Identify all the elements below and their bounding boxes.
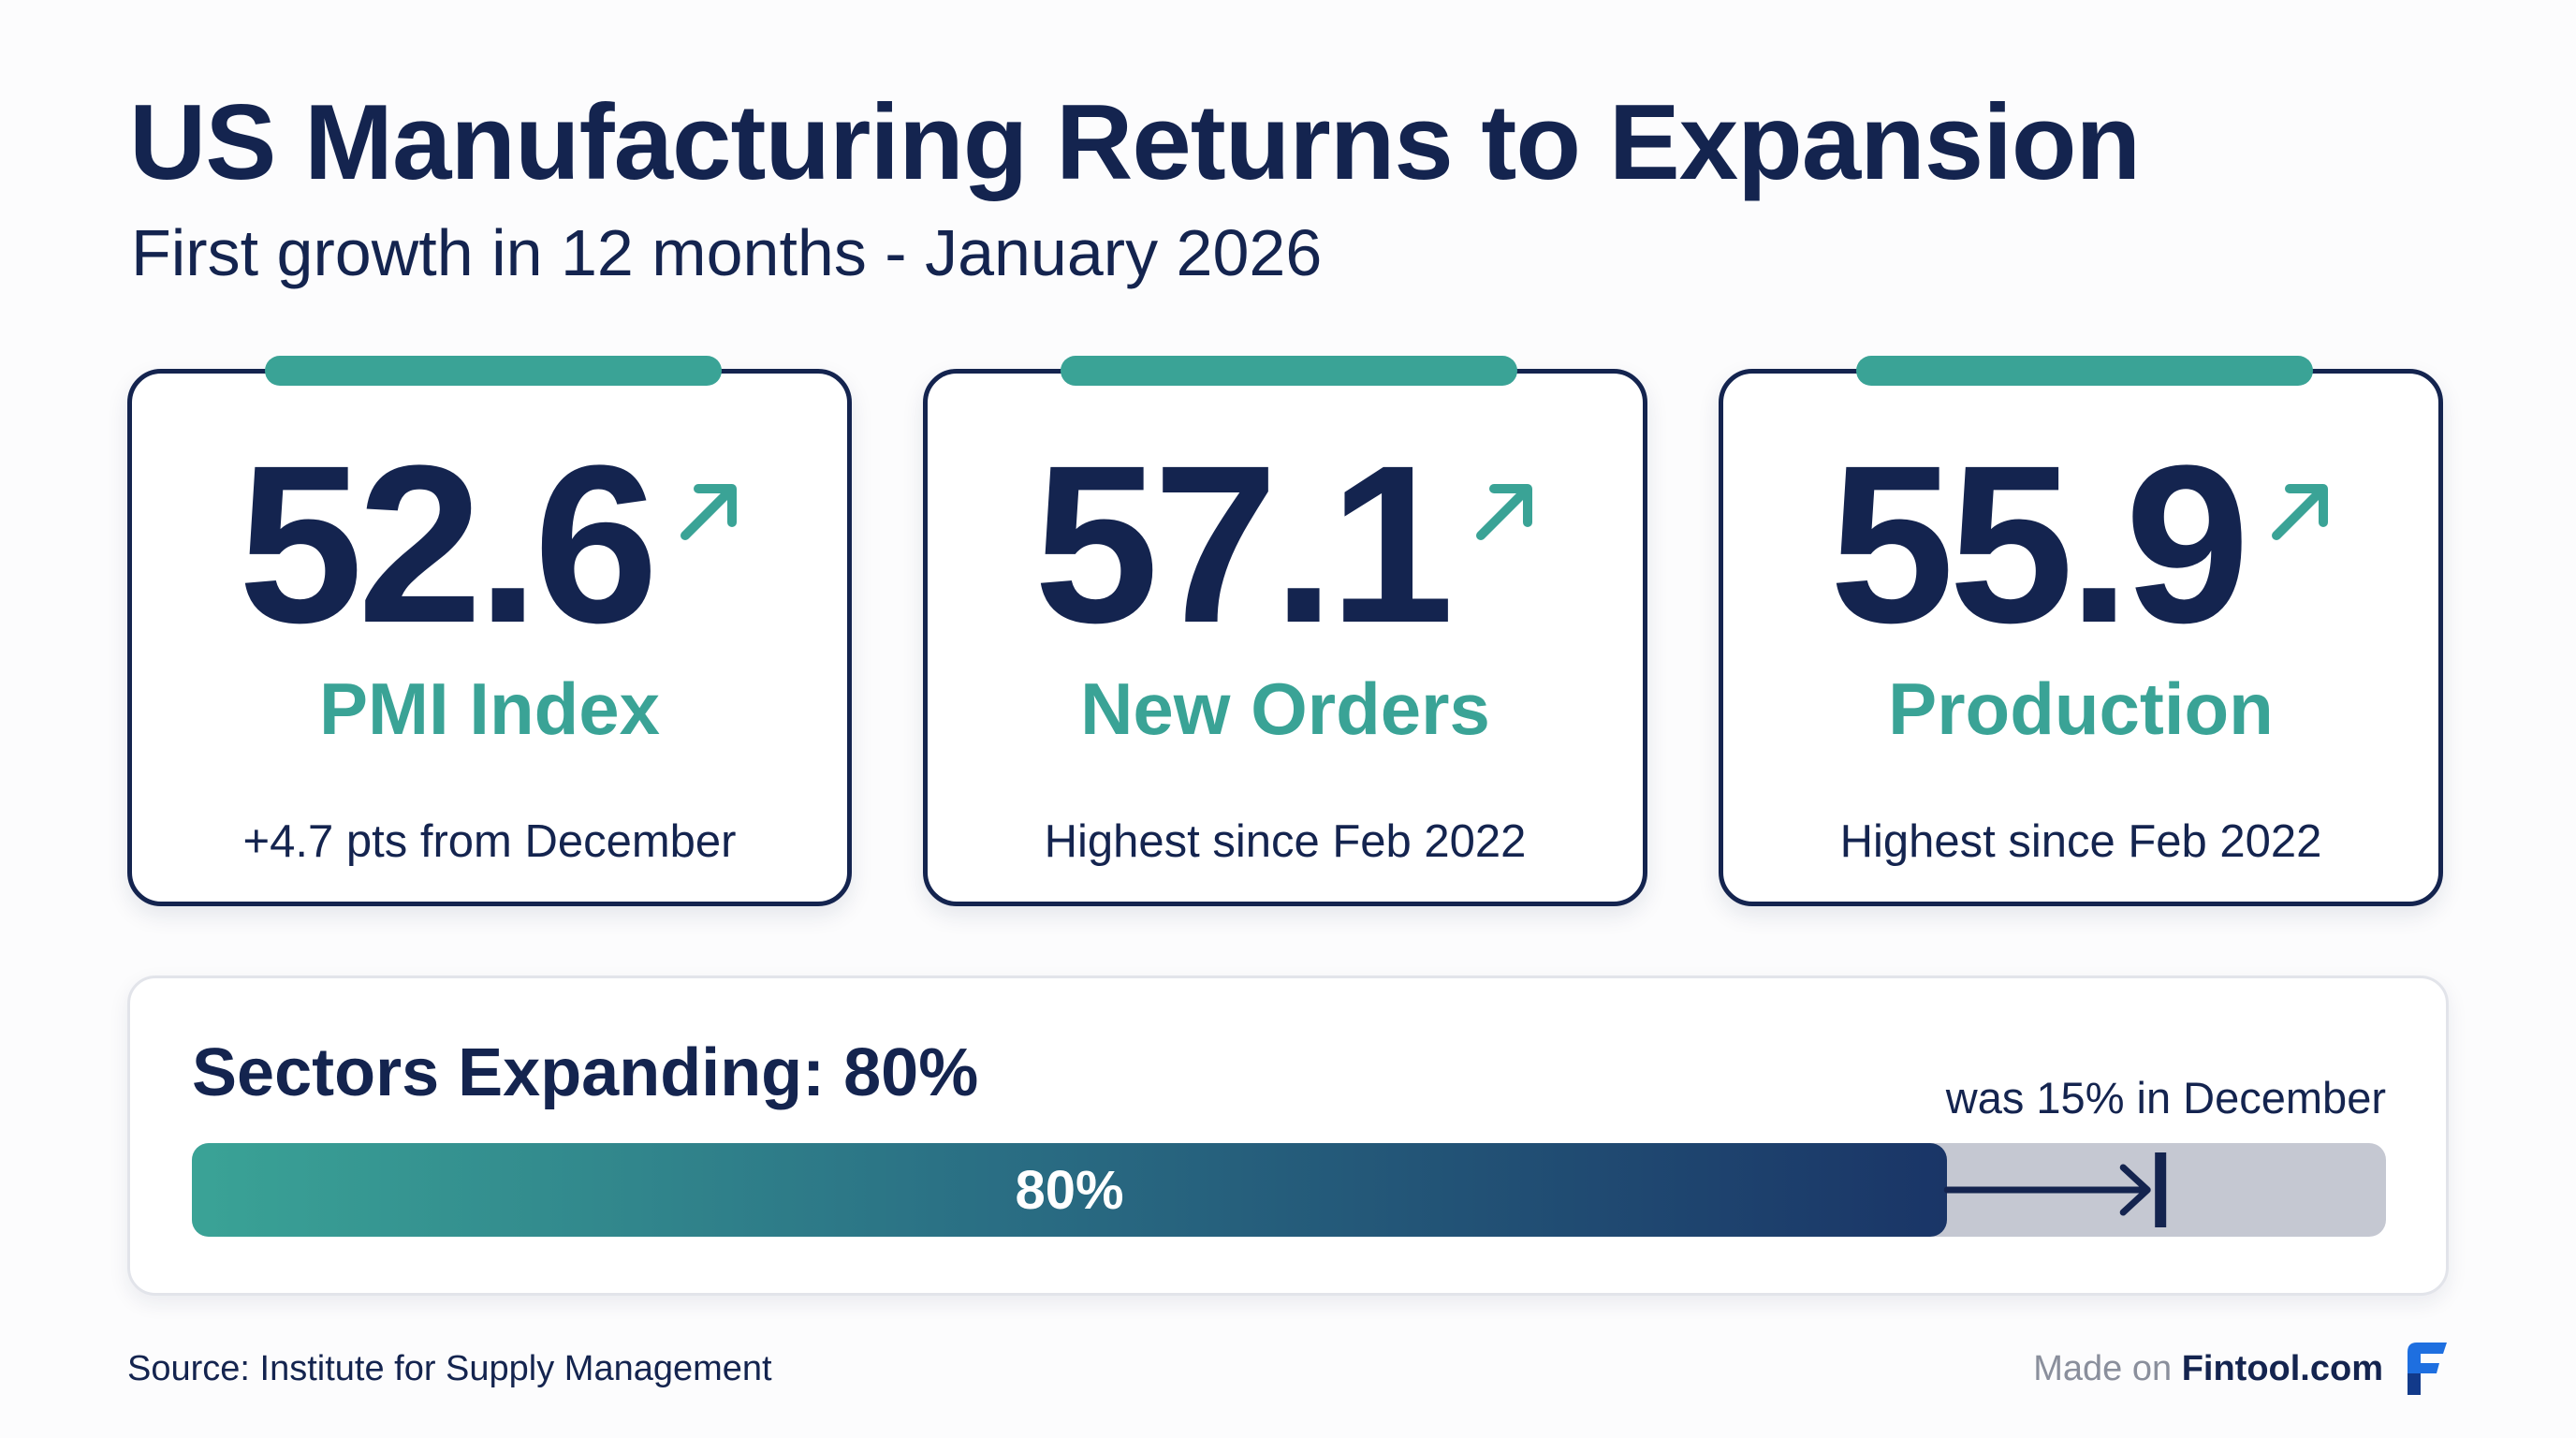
metric-value: 55.9 <box>1829 418 2249 669</box>
progress-arrow-icon <box>1943 1152 2167 1227</box>
arrow-up-right-icon <box>680 484 737 540</box>
metric-value-row: 57.1 <box>928 432 1643 656</box>
metric-note: Highest since Feb 2022 <box>1044 816 1527 867</box>
metric-value-row: 52.6 <box>132 432 847 656</box>
metric-value: 57.1 <box>1033 418 1454 669</box>
page-subtitle: First growth in 12 months - January 2026 <box>131 216 1323 289</box>
metric-label: New Orders <box>1080 668 1490 750</box>
sectors-progress-track: 80% <box>192 1143 2386 1237</box>
arrow-up-right-icon <box>1475 484 1532 540</box>
metric-note: +4.7 pts from December <box>242 816 737 867</box>
metric-value-row: 55.9 <box>1723 432 2438 656</box>
brand-name: Fintool.com <box>2181 1349 2383 1388</box>
made-on-prefix: Made on <box>2033 1349 2173 1388</box>
metric-card-pmi: 52.6 PMI Index +4.7 pts from December <box>127 356 852 906</box>
sectors-previous-note: was 15% in December <box>1945 1073 2386 1123</box>
metric-value: 52.6 <box>238 418 658 669</box>
metric-label: PMI Index <box>318 668 661 750</box>
source-note: Source: Institute for Supply Management <box>127 1349 772 1388</box>
metric-card-new-orders: 57.1 New Orders Highest since Feb 2022 <box>923 356 1647 906</box>
card-accent-bar <box>1856 356 2313 386</box>
sectors-title: Sectors Expanding: 80% <box>192 1035 979 1110</box>
card-accent-bar <box>1061 356 1517 386</box>
metric-card-production: 55.9 Production Highest since Feb 2022 <box>1719 356 2443 906</box>
fintool-logo-icon <box>2408 1343 2447 1395</box>
page-title: US Manufacturing Returns to Expansion <box>129 83 2141 202</box>
card-accent-bar <box>265 356 722 386</box>
sectors-progress-fill: 80% <box>192 1143 1948 1237</box>
arrow-up-right-icon <box>2271 484 2328 540</box>
made-on-credit: Made on Fintool.com <box>2033 1349 2383 1389</box>
sectors-progress-label: 80% <box>1015 1159 1124 1221</box>
metric-label: Production <box>1888 668 2274 750</box>
metric-note: Highest since Feb 2022 <box>1839 816 2322 867</box>
sectors-panel: Sectors Expanding: 80% was 15% in Decemb… <box>127 976 2449 1296</box>
